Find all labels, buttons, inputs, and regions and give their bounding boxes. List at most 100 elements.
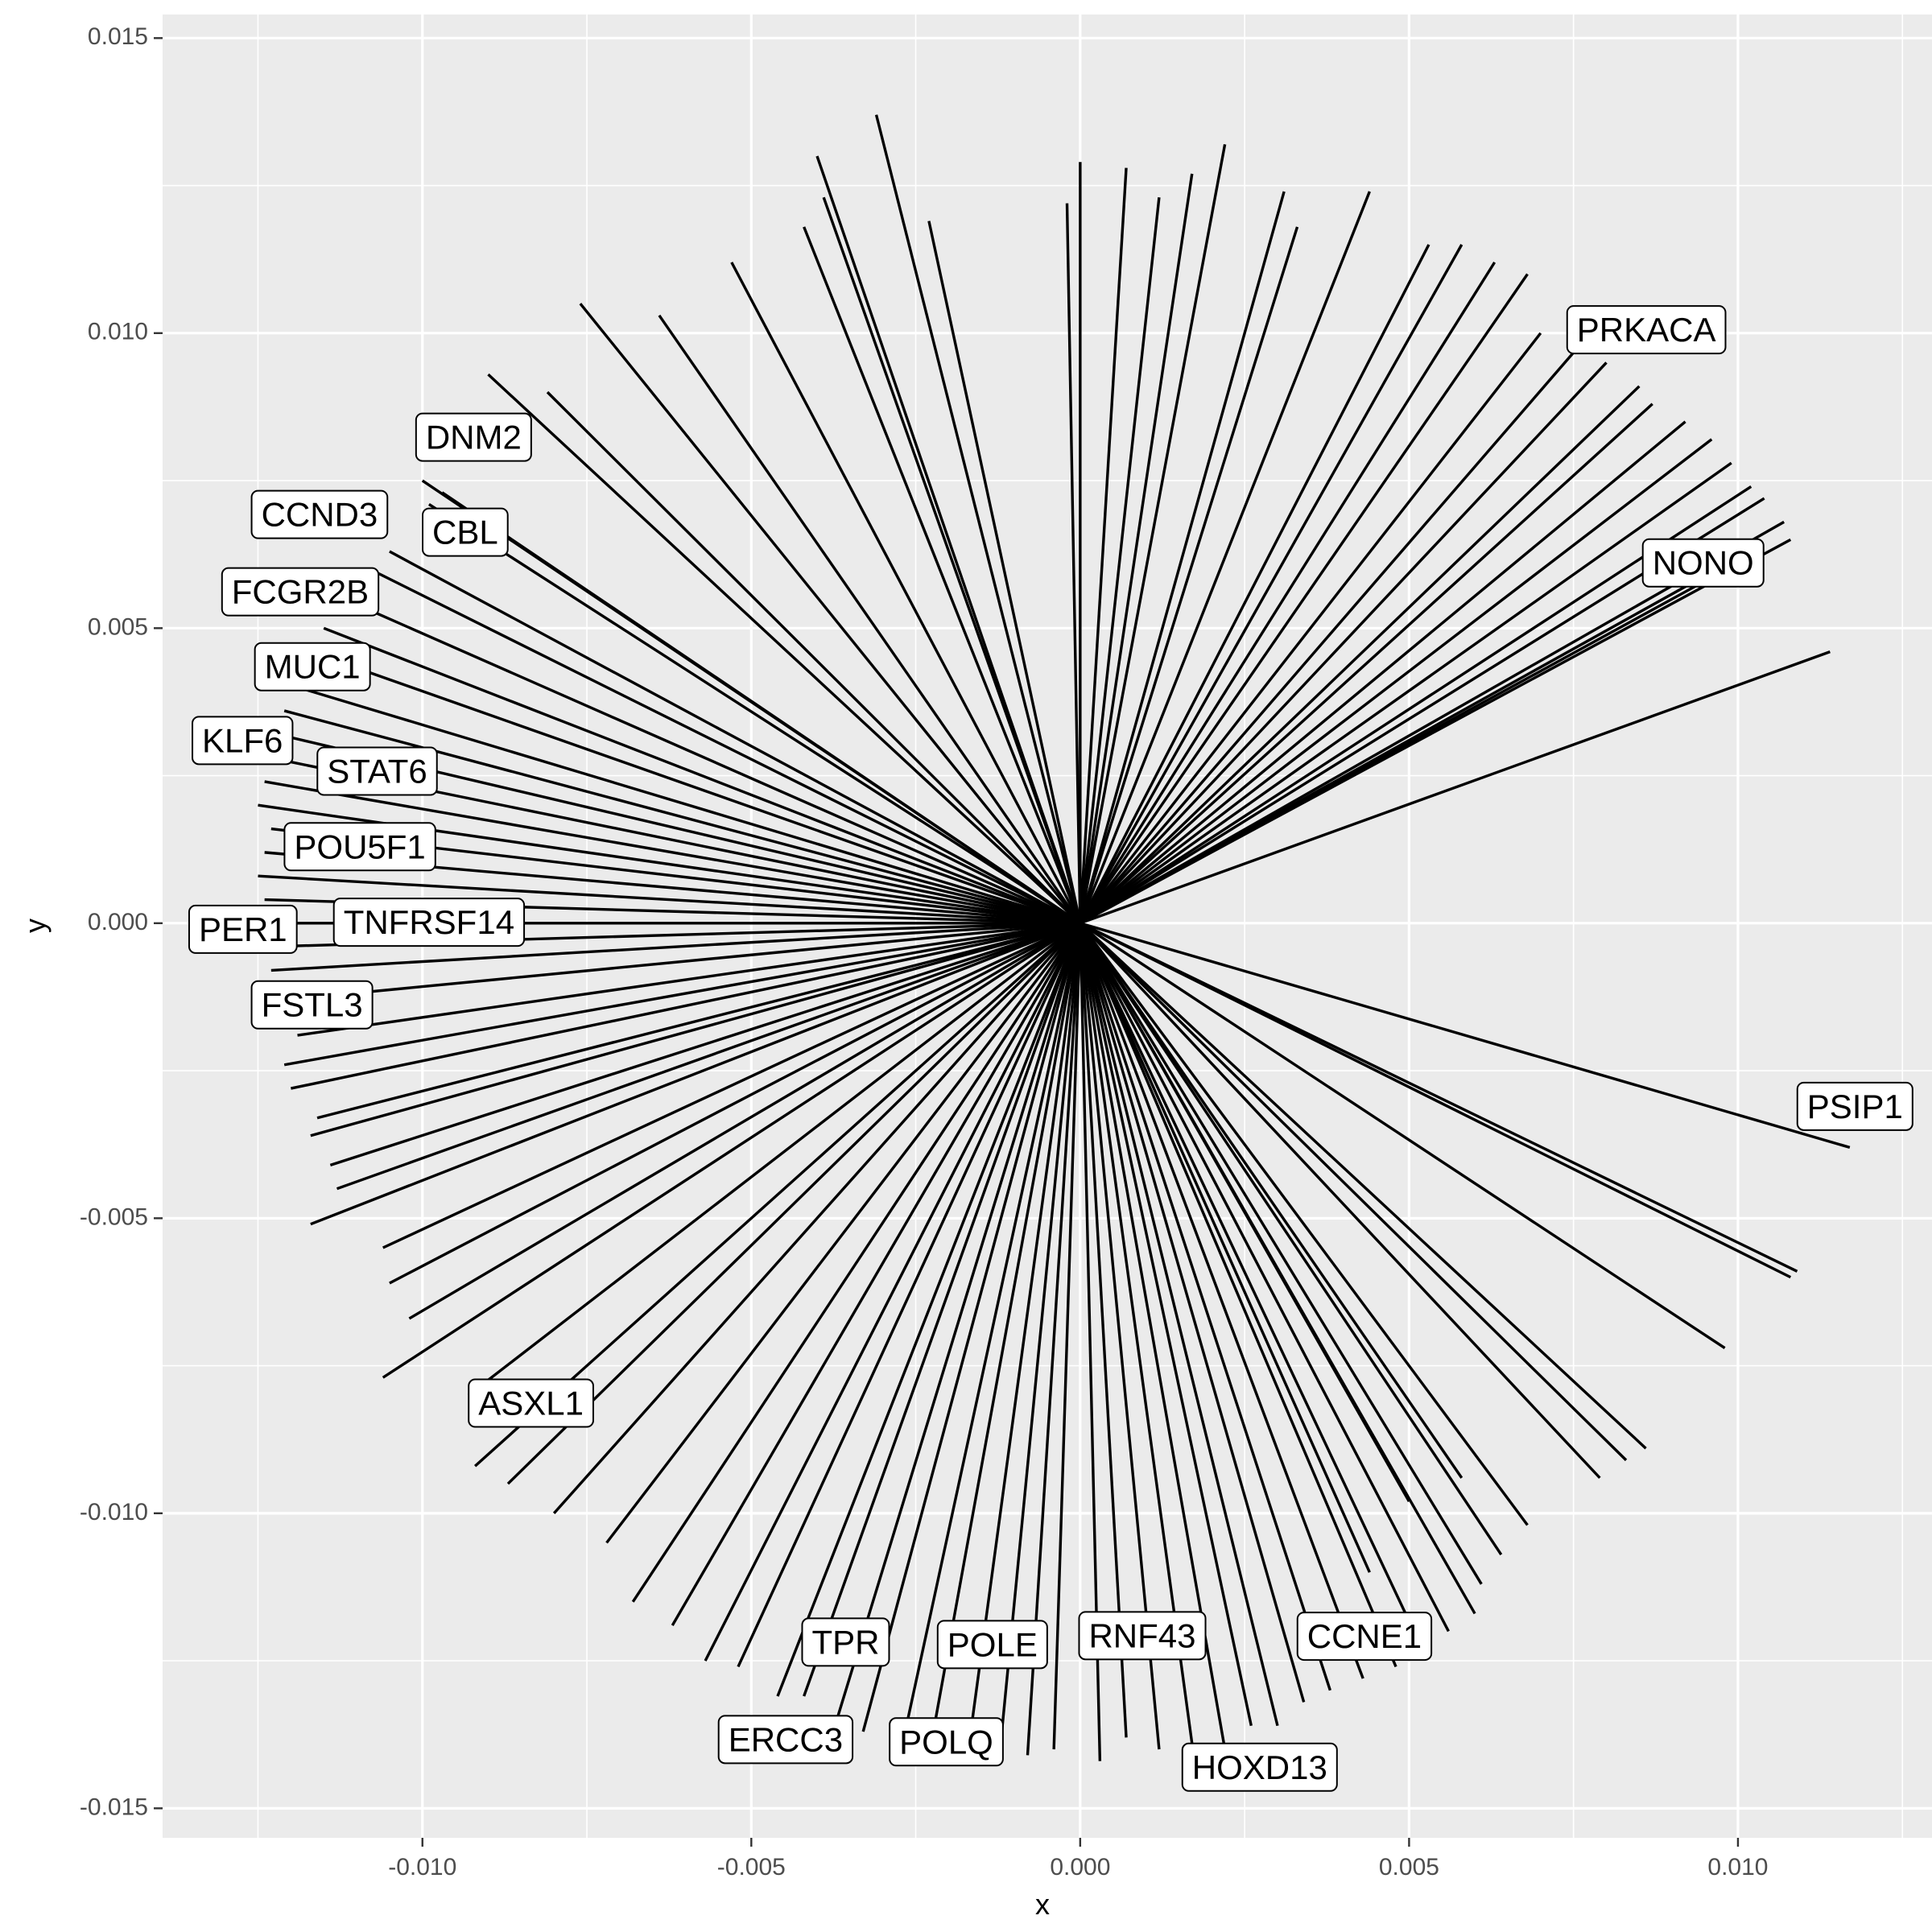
- segment-37: [546, 390, 1082, 925]
- segment-45: [310, 650, 1081, 925]
- gene-label-box: [316, 746, 438, 796]
- segment-19: [1079, 261, 1496, 924]
- segment-22: [1079, 344, 1582, 924]
- gene-label-text: FCGR2B: [232, 573, 369, 611]
- segment-82: [803, 923, 1082, 1697]
- gene-label-box: [250, 980, 374, 1030]
- segment-7: [822, 196, 1082, 924]
- x-tick-label-2: 0.000: [1050, 1854, 1110, 1880]
- x-tick-label-4: 0.010: [1707, 1854, 1768, 1880]
- segment-78: [671, 922, 1082, 1626]
- segment-90: [1052, 923, 1082, 1750]
- segment-16: [1079, 244, 1463, 924]
- segment-100: [1079, 923, 1364, 1679]
- gene-label-text: MUC1: [265, 648, 361, 686]
- segment-46: [297, 686, 1081, 925]
- segment-62: [290, 922, 1081, 1090]
- segment-42: [369, 568, 1081, 925]
- gene-label-ccne1: CCNE1: [1296, 1612, 1433, 1662]
- gene-label-ercc3: ERCC3: [717, 1715, 854, 1765]
- segment-26: [1079, 420, 1686, 925]
- gene-label-stat6: STAT6: [316, 746, 438, 796]
- gene-label-dnm2: DNM2: [415, 412, 532, 462]
- gene-label-polq: POLQ: [889, 1717, 1004, 1767]
- segment-67: [310, 922, 1081, 1226]
- y-axis: -0.015 -0.010 -0.005 0.000 0.005 0.010 0.015: [80, 23, 163, 1820]
- gene-label-box: [1078, 1611, 1207, 1661]
- segment-5: [1065, 203, 1082, 923]
- segment-31: [1080, 520, 1785, 925]
- segment-4: [1079, 167, 1128, 923]
- segment-109: [1079, 922, 1647, 1450]
- segment-113: [1080, 922, 1798, 1273]
- segment-47: [283, 709, 1081, 925]
- segment-11: [1079, 191, 1371, 924]
- y-tick-label-1: -0.010: [80, 1499, 148, 1525]
- segment-105: [1079, 922, 1483, 1585]
- gene-label-nono: NONO: [1641, 538, 1765, 588]
- segment-25: [1079, 402, 1653, 925]
- segment-97: [1079, 923, 1279, 1727]
- segment-83: [835, 923, 1082, 1720]
- segment-94: [1079, 923, 1194, 1744]
- segment-75: [552, 922, 1082, 1514]
- segment-58: [270, 922, 1080, 972]
- segment-43: [343, 597, 1081, 925]
- segment-63: [316, 922, 1081, 1120]
- segment-111: [1079, 922, 1726, 1350]
- segment-23: [1079, 361, 1608, 924]
- gene-label-box: [1296, 1612, 1433, 1662]
- gene-label-box: [1566, 305, 1727, 355]
- segment-6: [1079, 173, 1194, 924]
- gene-label-text: POLQ: [899, 1723, 993, 1761]
- segment-65: [329, 922, 1081, 1166]
- gene-label-box: [936, 1620, 1048, 1670]
- segment-102: [1079, 923, 1424, 1650]
- segment-70: [408, 922, 1081, 1320]
- gene-label-box: [332, 898, 526, 947]
- segment-60: [297, 922, 1081, 1037]
- gene-label-text: DNM2: [426, 419, 522, 456]
- segment-40: [428, 502, 1081, 925]
- gene-label-per1: PER1: [188, 904, 298, 954]
- gene-label-pou5f1: POU5F1: [283, 822, 436, 872]
- segment-116: [1079, 922, 1410, 1503]
- segment-103: [1079, 923, 1450, 1633]
- segment-114: [1080, 922, 1851, 1150]
- gene-label-cbl: CBL: [422, 507, 509, 557]
- gene-label-box: [192, 716, 294, 766]
- segment-73: [473, 922, 1081, 1468]
- gene-label-text: POLE: [947, 1625, 1038, 1663]
- segment-85: [901, 923, 1082, 1744]
- segment-84: [861, 923, 1082, 1732]
- segment-117: [1079, 923, 1371, 1573]
- segment-35: [1080, 650, 1831, 925]
- gene-label-rnf43: RNF43: [1078, 1611, 1207, 1661]
- gene-label-psip1: PSIP1: [1796, 1081, 1913, 1131]
- gene-label-box: [1181, 1742, 1338, 1792]
- segment-27: [1079, 438, 1713, 925]
- y-tick-label-5: 0.010: [88, 319, 148, 345]
- x-tick-label-1: -0.005: [717, 1854, 786, 1880]
- segment-8: [927, 221, 1082, 924]
- segment-76: [605, 922, 1082, 1544]
- segment-86: [934, 923, 1082, 1720]
- segment-64: [310, 922, 1081, 1137]
- gene-label-text: STAT6: [327, 752, 427, 790]
- segment-74: [506, 922, 1082, 1485]
- segment-12: [1079, 226, 1299, 924]
- x-tick-label-3: 0.005: [1379, 1854, 1439, 1880]
- segment-34: [1080, 580, 1706, 925]
- gene-label-pole: POLE: [936, 1620, 1048, 1670]
- gene-label-text: ASXL1: [478, 1385, 584, 1422]
- segment-72: [467, 922, 1081, 1397]
- segment-14: [730, 262, 1082, 924]
- segment-108: [1079, 922, 1601, 1480]
- segment-36: [487, 373, 1082, 925]
- gene-label-box: [221, 567, 380, 617]
- segment-18: [658, 314, 1082, 924]
- x-axis: -0.010 -0.005 0.000 0.005 0.010: [388, 1838, 1768, 1880]
- gene-label-muc1: MUC1: [254, 642, 371, 691]
- gene-label-klf6: KLF6: [192, 716, 294, 766]
